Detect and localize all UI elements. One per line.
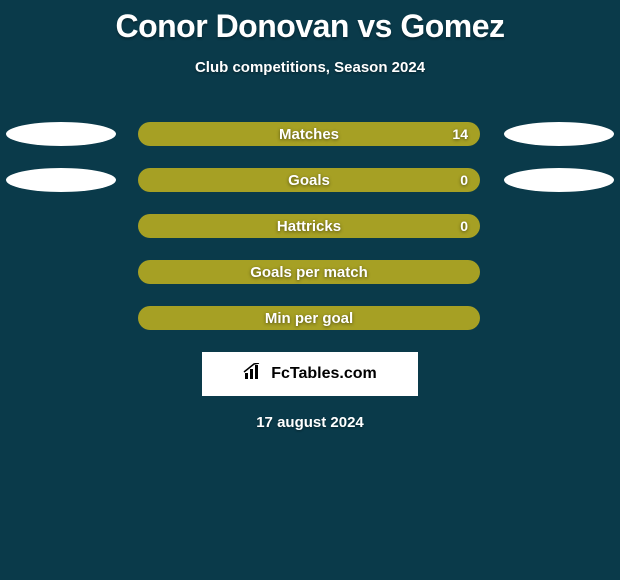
left-ellipse <box>6 122 116 146</box>
stat-bar: Hattricks 0 <box>138 214 480 238</box>
logo: FcTables.com <box>202 352 418 396</box>
stat-value: 0 <box>460 218 468 234</box>
stat-bar: Goals 0 <box>138 168 480 192</box>
stat-bar: Goals per match <box>138 260 480 284</box>
bar-chart-icon <box>243 363 265 386</box>
page-title: Conor Donovan vs Gomez <box>0 8 620 45</box>
stat-value: 0 <box>460 172 468 188</box>
stat-label: Goals per match <box>250 264 368 281</box>
stat-label: Matches <box>279 126 339 143</box>
stat-row: Hattricks 0 <box>0 214 620 238</box>
logo-text: FcTables.com <box>271 365 377 383</box>
stat-value: 14 <box>452 126 468 142</box>
subtitle: Club competitions, Season 2024 <box>0 59 620 76</box>
left-ellipse <box>6 168 116 192</box>
stat-label: Goals <box>288 172 330 189</box>
date-text: 17 august 2024 <box>0 414 620 431</box>
stat-label: Hattricks <box>277 218 341 235</box>
stat-row: Goals 0 <box>0 168 620 192</box>
right-ellipse <box>504 122 614 146</box>
stat-label: Min per goal <box>265 310 353 327</box>
stat-rows: Matches 14 Goals 0 Hattricks 0 Goal <box>0 122 620 330</box>
right-ellipse <box>504 168 614 192</box>
stat-bar: Matches 14 <box>138 122 480 146</box>
stat-bar: Min per goal <box>138 306 480 330</box>
stat-row: Matches 14 <box>0 122 620 146</box>
stat-row: Goals per match <box>0 260 620 284</box>
stat-row: Min per goal <box>0 306 620 330</box>
